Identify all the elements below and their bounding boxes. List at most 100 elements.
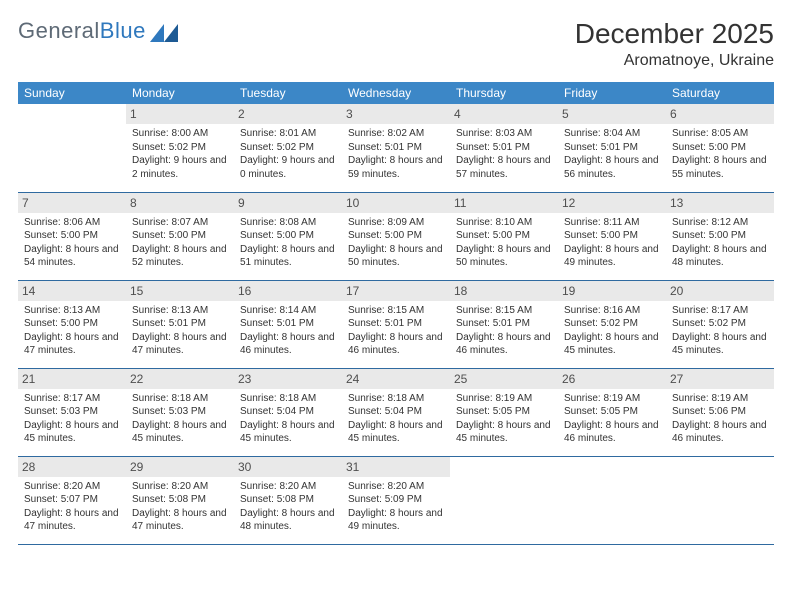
day-details: Sunrise: 8:04 AMSunset: 5:01 PMDaylight:… (562, 127, 662, 181)
sunrise-text: Sunrise: 8:18 AM (348, 392, 444, 406)
day-details: Sunrise: 8:03 AMSunset: 5:01 PMDaylight:… (454, 127, 554, 181)
day-number: 1 (126, 104, 234, 124)
sunset-text: Sunset: 5:02 PM (132, 141, 228, 155)
calendar-week-row: 28Sunrise: 8:20 AMSunset: 5:07 PMDayligh… (18, 456, 774, 544)
day-details: Sunrise: 8:07 AMSunset: 5:00 PMDaylight:… (130, 216, 230, 270)
title-block: December 2025 Aromatnoye, Ukraine (575, 18, 774, 70)
day-number: 7 (18, 193, 126, 213)
sunset-text: Sunset: 5:00 PM (456, 229, 552, 243)
day-number: 20 (666, 281, 774, 301)
sunset-text: Sunset: 5:01 PM (132, 317, 228, 331)
day-number: 21 (18, 369, 126, 389)
daylight-text: Daylight: 8 hours and 47 minutes. (24, 331, 120, 358)
day-details: Sunrise: 8:08 AMSunset: 5:00 PMDaylight:… (238, 216, 338, 270)
sunrise-text: Sunrise: 8:07 AM (132, 216, 228, 230)
daylight-text: Daylight: 8 hours and 49 minutes. (564, 243, 660, 270)
calendar-page: GeneralBlue December 2025 Aromatnoye, Uk… (0, 0, 792, 555)
calendar-week-row: 7Sunrise: 8:06 AMSunset: 5:00 PMDaylight… (18, 192, 774, 280)
calendar-day-cell: 6Sunrise: 8:05 AMSunset: 5:00 PMDaylight… (666, 104, 774, 192)
day-details: Sunrise: 8:20 AMSunset: 5:08 PMDaylight:… (130, 480, 230, 534)
day-number: 14 (18, 281, 126, 301)
day-details: Sunrise: 8:13 AMSunset: 5:01 PMDaylight:… (130, 304, 230, 358)
weekday-sunday: Sunday (18, 82, 126, 104)
day-number: 28 (18, 457, 126, 477)
weekday-tuesday: Tuesday (234, 82, 342, 104)
daylight-text: Daylight: 8 hours and 46 minutes. (564, 419, 660, 446)
sunset-text: Sunset: 5:02 PM (240, 141, 336, 155)
calendar-day-cell: 3Sunrise: 8:02 AMSunset: 5:01 PMDaylight… (342, 104, 450, 192)
sunrise-text: Sunrise: 8:20 AM (24, 480, 120, 494)
daylight-text: Daylight: 8 hours and 46 minutes. (240, 331, 336, 358)
sunrise-text: Sunrise: 8:16 AM (564, 304, 660, 318)
calendar-day-cell: 25Sunrise: 8:19 AMSunset: 5:05 PMDayligh… (450, 368, 558, 456)
sunrise-text: Sunrise: 8:20 AM (132, 480, 228, 494)
sunset-text: Sunset: 5:01 PM (564, 141, 660, 155)
sunrise-text: Sunrise: 8:10 AM (456, 216, 552, 230)
calendar-day-cell: 27Sunrise: 8:19 AMSunset: 5:06 PMDayligh… (666, 368, 774, 456)
daylight-text: Daylight: 8 hours and 46 minutes. (672, 419, 768, 446)
calendar-day-cell: 29Sunrise: 8:20 AMSunset: 5:08 PMDayligh… (126, 456, 234, 544)
day-number: 9 (234, 193, 342, 213)
brand-triangle-icon (150, 24, 178, 42)
sunset-text: Sunset: 5:07 PM (24, 493, 120, 507)
day-details: Sunrise: 8:20 AMSunset: 5:09 PMDaylight:… (346, 480, 446, 534)
calendar-day-cell: 11Sunrise: 8:10 AMSunset: 5:00 PMDayligh… (450, 192, 558, 280)
sunset-text: Sunset: 5:00 PM (672, 229, 768, 243)
day-number: 8 (126, 193, 234, 213)
day-details: Sunrise: 8:00 AMSunset: 5:02 PMDaylight:… (130, 127, 230, 181)
day-number: 31 (342, 457, 450, 477)
sunset-text: Sunset: 5:05 PM (564, 405, 660, 419)
daylight-text: Daylight: 8 hours and 54 minutes. (24, 243, 120, 270)
sunset-text: Sunset: 5:03 PM (24, 405, 120, 419)
sunrise-text: Sunrise: 8:00 AM (132, 127, 228, 141)
day-number: 6 (666, 104, 774, 124)
calendar-header-row: Sunday Monday Tuesday Wednesday Thursday… (18, 82, 774, 104)
daylight-text: Daylight: 8 hours and 47 minutes. (132, 507, 228, 534)
day-details: Sunrise: 8:16 AMSunset: 5:02 PMDaylight:… (562, 304, 662, 358)
calendar-day-cell: 15Sunrise: 8:13 AMSunset: 5:01 PMDayligh… (126, 280, 234, 368)
brand-logo: GeneralBlue (18, 18, 178, 44)
day-details: Sunrise: 8:15 AMSunset: 5:01 PMDaylight:… (346, 304, 446, 358)
day-details: Sunrise: 8:19 AMSunset: 5:05 PMDaylight:… (454, 392, 554, 446)
calendar-day-cell: 16 Sunrise: 8:14 AMSunset: 5:01 PMDayligh… (234, 280, 342, 368)
calendar-day-cell: 23Sunrise: 8:18 AMSunset: 5:04 PMDayligh… (234, 368, 342, 456)
sunrise-text: Sunrise: 8:19 AM (456, 392, 552, 406)
day-details: Sunrise: 8:09 AMSunset: 5:00 PMDaylight:… (346, 216, 446, 270)
day-details: Sunrise: 8:18 AMSunset: 5:04 PMDaylight:… (238, 392, 338, 446)
sunrise-text: Sunrise: 8:01 AM (240, 127, 336, 141)
calendar-week-row: 14Sunrise: 8:13 AMSunset: 5:00 PMDayligh… (18, 280, 774, 368)
day-details: Sunrise: 8:17 AMSunset: 5:02 PMDaylight:… (670, 304, 770, 358)
daylight-text: Daylight: 8 hours and 59 minutes. (348, 154, 444, 181)
daylight-text: Daylight: 8 hours and 51 minutes. (240, 243, 336, 270)
calendar-day-cell: 30Sunrise: 8:20 AMSunset: 5:08 PMDayligh… (234, 456, 342, 544)
calendar-day-cell (450, 456, 558, 544)
calendar-day-cell: 24Sunrise: 8:18 AMSunset: 5:04 PMDayligh… (342, 368, 450, 456)
day-number: 11 (450, 193, 558, 213)
sunset-text: Sunset: 5:00 PM (24, 229, 120, 243)
sunset-text: Sunset: 5:00 PM (564, 229, 660, 243)
daylight-text: Daylight: 8 hours and 45 minutes. (348, 419, 444, 446)
day-number: 13 (666, 193, 774, 213)
sunrise-text: Sunrise: 8:02 AM (348, 127, 444, 141)
sunrise-text: Sunrise: 8:17 AM (672, 304, 768, 318)
day-number: 27 (666, 369, 774, 389)
sunrise-text: Sunrise: 8:17 AM (24, 392, 120, 406)
calendar-day-cell: 8 Sunrise: 8:07 AMSunset: 5:00 PMDaylight… (126, 192, 234, 280)
calendar-day-cell: 7Sunrise: 8:06 AMSunset: 5:00 PMDaylight… (18, 192, 126, 280)
day-details: Sunrise: 8:01 AMSunset: 5:02 PMDaylight:… (238, 127, 338, 181)
sunset-text: Sunset: 5:04 PM (348, 405, 444, 419)
calendar-day-cell: 18Sunrise: 8:15 AMSunset: 5:01 PMDayligh… (450, 280, 558, 368)
daylight-text: Daylight: 8 hours and 48 minutes. (672, 243, 768, 270)
day-details: Sunrise: 8:14 AMSunset: 5:01 PMDaylight:… (238, 304, 338, 358)
daylight-text: Daylight: 8 hours and 45 minutes. (456, 419, 552, 446)
weekday-friday: Friday (558, 82, 666, 104)
calendar-day-cell (558, 456, 666, 544)
sunrise-text: Sunrise: 8:03 AM (456, 127, 552, 141)
sunset-text: Sunset: 5:02 PM (672, 317, 768, 331)
calendar-day-cell: 2Sunrise: 8:01 AMSunset: 5:02 PMDaylight… (234, 104, 342, 192)
sunrise-text: Sunrise: 8:15 AM (348, 304, 444, 318)
daylight-text: Daylight: 8 hours and 48 minutes. (240, 507, 336, 534)
day-details: Sunrise: 8:02 AMSunset: 5:01 PMDaylight:… (346, 127, 446, 181)
sunset-text: Sunset: 5:06 PM (672, 405, 768, 419)
day-number: 16 (234, 281, 342, 301)
